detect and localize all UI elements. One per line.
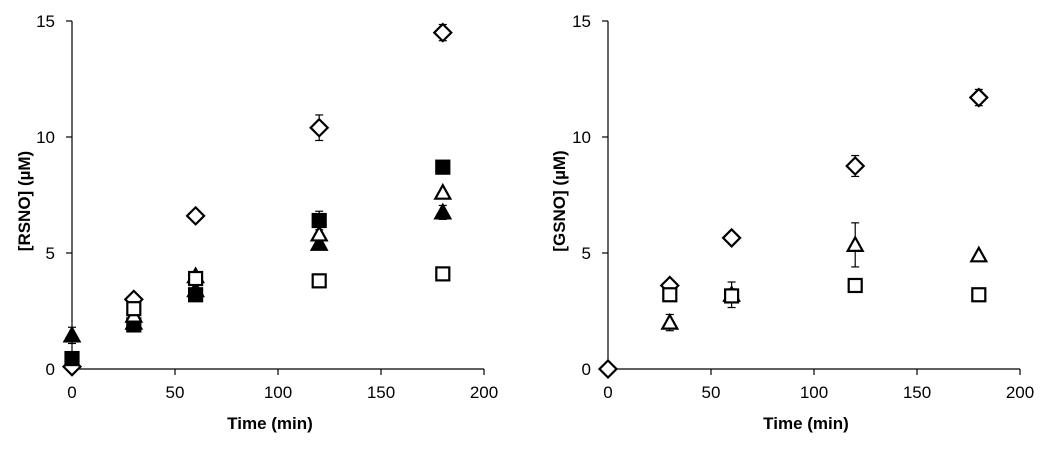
data-point-square-open <box>126 301 142 317</box>
x-tick-label: 0 <box>67 383 76 402</box>
y-tick-label: 0 <box>582 360 591 379</box>
y-tick-label: 5 <box>46 244 55 263</box>
data-point-triangle-open <box>660 312 680 330</box>
data-point-diamond-open <box>968 87 989 108</box>
x-tick-label: 100 <box>800 383 828 402</box>
series-diamond-open <box>61 22 453 377</box>
y-tick-label: 15 <box>572 12 591 31</box>
series-square-open <box>126 266 451 317</box>
x-tick-label: 0 <box>603 383 612 402</box>
data-point-square-open <box>662 287 678 303</box>
rsno-chart-panel: 0 50 100 150 200 0 5 10 15 Time (min) [RSNO] (µM) <box>0 0 520 453</box>
gsno-chart-panel: 0 50 100 150 200 0 5 10 15 Time (min) [GSNO] (µM) <box>525 0 1050 453</box>
data-point-diamond-open <box>432 22 453 43</box>
data-point-square-open <box>847 277 863 294</box>
y-tick-label: 5 <box>582 244 591 263</box>
data-point-square-open <box>435 266 451 282</box>
data-point-square-filled <box>64 350 80 367</box>
data-point-diamond-open <box>721 227 742 248</box>
x-tick-label: 150 <box>903 383 931 402</box>
data-point-triangle-open <box>433 182 453 200</box>
series-triangle-open <box>124 182 453 323</box>
y-tick-label: 10 <box>572 128 591 147</box>
data-point-triangle-filled <box>62 325 82 343</box>
data-point-square-filled <box>188 287 204 303</box>
rsno-chart: 0 50 100 150 200 0 5 10 15 Time (min) [RSNO] (µM) <box>15 12 498 433</box>
data-point-square-open <box>971 287 987 303</box>
data-point-triangle-open <box>309 224 329 242</box>
gsno-chart: 0 50 100 150 200 0 5 10 15 Time (min) [GSNO] (µM) <box>550 12 1034 433</box>
y-tick-label: 15 <box>36 12 55 31</box>
series-square-open <box>662 277 987 304</box>
y-axis-title: [GSNO] (µM) <box>550 150 569 251</box>
series-triangle-filled <box>62 202 453 345</box>
series-triangle-open <box>660 222 989 332</box>
y-axis-title: [RSNO] (µM) <box>15 151 34 251</box>
x-tick-label: 100 <box>264 383 292 402</box>
series-diamond-open <box>597 87 989 380</box>
data-point-triangle-open <box>969 245 989 263</box>
data-point-diamond-open <box>185 205 206 226</box>
data-point-triangle-open <box>845 235 865 252</box>
data-point-triangle-filled <box>433 202 453 220</box>
data-point-triangle-filled <box>309 233 329 251</box>
y-tick-label: 0 <box>46 360 55 379</box>
x-tick-label: 150 <box>367 383 395 402</box>
x-axis-title: Time (min) <box>227 414 313 433</box>
x-tick-label: 200 <box>1006 383 1034 402</box>
x-tick-label: 50 <box>166 383 185 402</box>
data-point-square-open <box>724 288 740 304</box>
x-tick-label: 200 <box>470 383 498 402</box>
data-point-diamond-open <box>845 155 866 177</box>
series-square-filled <box>64 159 451 367</box>
data-point-square-open <box>188 270 204 287</box>
data-point-square-filled <box>435 159 451 175</box>
y-tick-label: 10 <box>36 128 55 147</box>
x-tick-label: 50 <box>702 383 721 402</box>
data-point-square-open <box>311 273 327 289</box>
data-point-diamond-open <box>309 117 330 138</box>
data-point-diamond-open <box>597 358 619 380</box>
x-axis-title: Time (min) <box>763 414 849 433</box>
